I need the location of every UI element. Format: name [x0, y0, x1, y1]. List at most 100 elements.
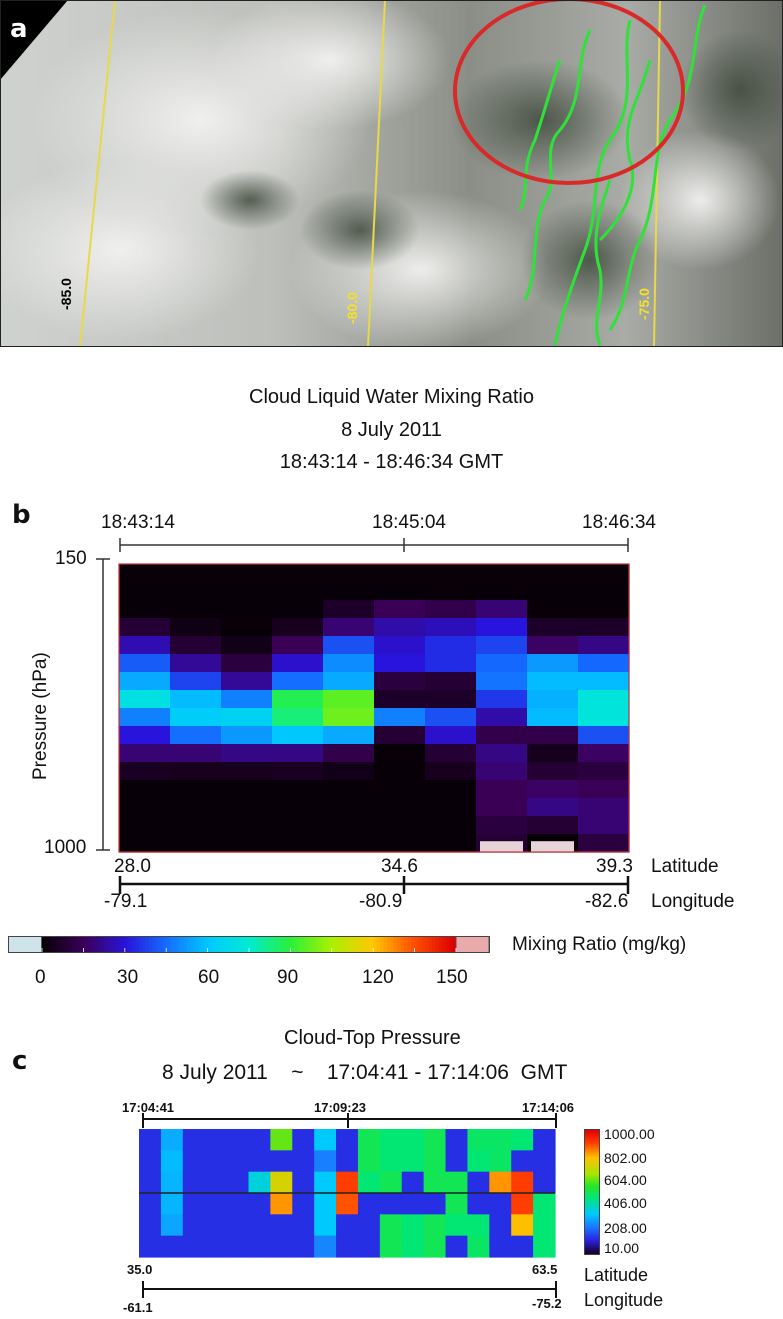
ctp-heatmap-cell [226, 1129, 250, 1151]
colorbar-segment [111, 936, 116, 953]
colorbar-segment [262, 936, 267, 953]
ctp-heatmap-cell [292, 1150, 315, 1173]
heatmap-cell [221, 654, 273, 673]
colorbar-segment [449, 936, 454, 953]
heatmap-cell [272, 798, 324, 817]
ctp-heatmap-cell [160, 1214, 184, 1237]
colorbar-segment [79, 936, 84, 953]
ctp-colorbar-segment [584, 1248, 600, 1251]
ctp-heatmap-cell [533, 1235, 556, 1258]
time-tick-c-3: 17:14:06 [522, 1100, 575, 1115]
colorbar-segment [100, 936, 105, 953]
heatmap-cell [170, 672, 222, 691]
ctp-heatmap-cell [467, 1235, 490, 1258]
heatmap-cell [374, 600, 426, 619]
colorbar-segment [124, 936, 129, 953]
ctp-heatmap-cell [204, 1214, 228, 1237]
colorbar-segment [83, 936, 88, 953]
colorbar-segment [152, 936, 157, 953]
heatmap-cell [323, 726, 375, 745]
ctp-heatmap-cell [226, 1214, 250, 1237]
colorbar-segment [76, 936, 81, 953]
colorbar-segment [435, 936, 440, 953]
colorbar-segment [290, 936, 295, 953]
heatmap-cell [527, 618, 579, 637]
ctp-heatmap-cell [423, 1150, 447, 1173]
ctp-colorbar-segment [584, 1244, 600, 1247]
ctp-colorbar-segment [584, 1192, 600, 1195]
ctp-colorbar-segment [584, 1229, 600, 1233]
ctp-colorbar-segment [584, 1154, 600, 1158]
colorbar-segment [242, 936, 247, 953]
ctp-colorbar-segment [584, 1137, 600, 1141]
ctp-colorbar-segment [584, 1242, 600, 1245]
panel-c-title: Cloud-Top Pressure [284, 1027, 461, 1049]
colorbar-segment [307, 936, 312, 953]
colorbar-segment [280, 936, 285, 953]
ctp-heatmap-cell [314, 1193, 337, 1215]
ctp-heatmap-cell [204, 1235, 228, 1258]
heatmap-cell [272, 600, 324, 619]
ctp-heatmap-cell [379, 1171, 403, 1194]
ctp-colorbar-segment [584, 1144, 600, 1147]
colorbar-segment [366, 936, 371, 953]
cloud-top-pressure-colorbar [584, 1129, 600, 1255]
colorbar-segment [148, 936, 153, 953]
ctp-colorbar-segment [584, 1221, 600, 1224]
colorbar-segment [166, 936, 171, 953]
colorbar-segment [269, 936, 274, 953]
colorbar-segment [131, 936, 136, 953]
colorbar-segment [414, 936, 419, 953]
heatmap-cell [374, 582, 426, 601]
heatmap-cell [170, 798, 222, 817]
ctp-heatmap-cell [292, 1193, 315, 1215]
colorbar-segment [200, 936, 205, 953]
ctp-heatmap-cell [511, 1214, 534, 1237]
heatmap-cell [170, 564, 222, 583]
colorbar-segment [238, 936, 243, 953]
ctp-heatmap-cell [511, 1193, 534, 1215]
ctp-colorbar-segment [584, 1239, 600, 1243]
ctp-heatmap-cell [182, 1235, 206, 1258]
heatmap-cell [578, 582, 630, 601]
heatmap-cell [374, 708, 426, 727]
colorbar-segment [190, 936, 195, 953]
ctp-colorbar-segment [584, 1217, 600, 1220]
time-tick-b-3: 18:46:34 [582, 512, 656, 533]
heatmap-cell [527, 582, 579, 601]
heatmap-cell [170, 744, 222, 763]
heatmap-cell [374, 798, 426, 817]
heatmap-cell [527, 708, 579, 727]
colorbar-segment [404, 936, 409, 953]
ctp-heatmap-cell [489, 1150, 512, 1173]
heatmap-cell [527, 636, 579, 655]
panel-b-date: 8 July 2011 [341, 419, 442, 441]
ctp-colorbar-segment [584, 1152, 600, 1156]
latitude-axis-label-c: Latitude [584, 1265, 649, 1285]
latitude-tick-b-3: 39.3 [596, 856, 633, 877]
ctp-heatmap-cell [357, 1235, 381, 1258]
heatmap-cell [170, 582, 222, 601]
colorbar-segment [183, 936, 188, 953]
colorbar-segment [255, 936, 260, 953]
colorbar-tick-6: 150 [436, 967, 468, 988]
ctp-heatmap-cell [270, 1193, 293, 1215]
ctp-heatmap-cell [336, 1193, 359, 1215]
heatmap-cell-nodata [531, 841, 574, 852]
colorbar-segment [362, 936, 367, 953]
ctp-colorbar-segment [584, 1225, 600, 1229]
ctp-colorbar-segment [584, 1227, 600, 1231]
heatmap-cell [476, 564, 528, 583]
heatmap-cell [527, 600, 579, 619]
heatmap-cell [374, 672, 426, 691]
ctp-colorbar-segment [584, 1210, 600, 1214]
colorbar-segment [224, 936, 229, 953]
colorbar-segment [245, 936, 250, 953]
ctp-colorbar-segment [584, 1133, 600, 1137]
heatmap-cell [170, 618, 222, 637]
panel-b-letter: b [12, 500, 31, 530]
heatmap-cell [170, 636, 222, 655]
colorbar-segment [383, 936, 388, 953]
ctp-heatmap-cell [357, 1193, 381, 1215]
ctp-heatmap-cell [182, 1214, 206, 1237]
